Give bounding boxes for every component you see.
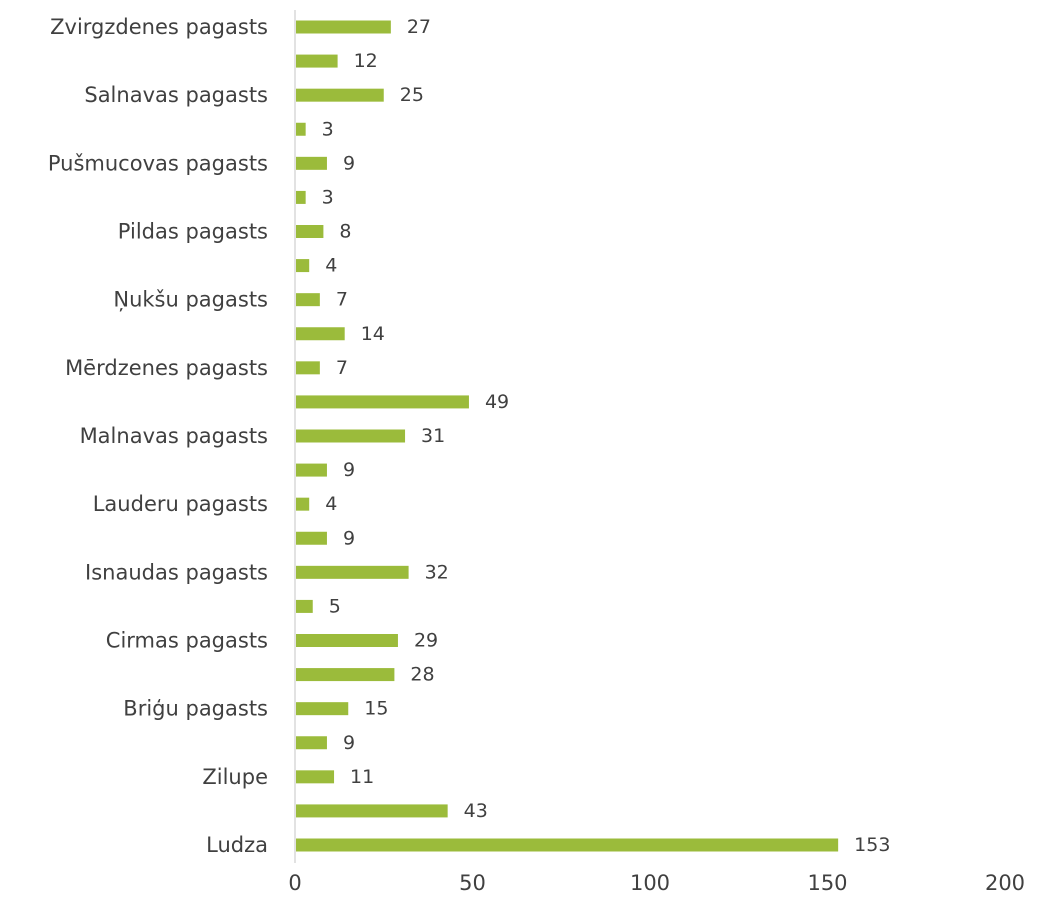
bar-value-label: 7 xyxy=(336,357,348,379)
bar xyxy=(296,634,398,647)
bar xyxy=(296,88,384,102)
x-axis-ticks: 0 50 100 150 200 xyxy=(288,871,1025,895)
bar-value-label: 9 xyxy=(343,527,355,549)
bar xyxy=(296,736,327,750)
bars-layer xyxy=(296,20,839,852)
category-label: Malnavas pagasts xyxy=(80,424,268,448)
bar xyxy=(296,122,306,136)
bar-value-label: 27 xyxy=(407,16,431,38)
bar-value-label: 12 xyxy=(354,50,378,72)
bar xyxy=(296,565,409,579)
bar xyxy=(296,20,391,34)
category-label: Zvirgzdenes pagasts xyxy=(50,15,268,39)
bar xyxy=(296,293,320,307)
x-tick-label: 200 xyxy=(985,871,1025,895)
bar xyxy=(296,599,313,613)
x-tick-label: 100 xyxy=(630,871,670,895)
category-label: Pušmucovas pagasts xyxy=(48,151,268,175)
bar xyxy=(296,54,338,68)
bar xyxy=(296,361,320,375)
bar-value-label: 32 xyxy=(425,561,449,583)
category-label: Briģu pagasts xyxy=(123,697,268,721)
bar xyxy=(296,804,448,818)
bar-value-label: 31 xyxy=(421,425,445,447)
category-label: Salnavas pagasts xyxy=(84,83,268,107)
category-label: Ņukšu pagasts xyxy=(113,288,268,312)
bar-value-label: 153 xyxy=(854,834,890,856)
bar xyxy=(296,156,327,170)
bar-value-label: 8 xyxy=(339,221,351,243)
category-label: Pildas pagasts xyxy=(118,220,268,244)
x-tick-label: 50 xyxy=(459,871,486,895)
bar-value-label: 9 xyxy=(343,732,355,754)
category-label: Zilupe xyxy=(202,765,268,789)
bar xyxy=(296,463,327,477)
bar-value-label: 43 xyxy=(464,800,488,822)
bar-value-label: 3 xyxy=(322,186,334,208)
x-tick-label: 150 xyxy=(807,871,847,895)
bar xyxy=(296,770,335,784)
bar-value-label: 9 xyxy=(343,459,355,481)
bar xyxy=(296,327,345,341)
bar-value-label: 15 xyxy=(364,698,388,720)
bar xyxy=(296,225,324,238)
category-label: Cirmas pagasts xyxy=(106,629,268,653)
bar-value-label: 7 xyxy=(336,289,348,311)
bar-value-label: 49 xyxy=(485,391,509,413)
bar xyxy=(296,395,469,409)
bar-value-label: 4 xyxy=(325,255,337,277)
bar xyxy=(296,668,395,682)
bar-value-label: 4 xyxy=(325,493,337,515)
bar xyxy=(296,190,306,204)
bar xyxy=(296,429,406,443)
category-label: Ludza xyxy=(206,833,268,857)
x-tick-label: 0 xyxy=(288,871,301,895)
bar xyxy=(296,531,327,545)
bar-value-label: 14 xyxy=(361,323,385,345)
bar-value-label: 3 xyxy=(322,118,334,140)
bar-value-label: 9 xyxy=(343,152,355,174)
bar-value-label: 25 xyxy=(400,84,424,106)
bar xyxy=(296,702,349,716)
category-label: Isnaudas pagasts xyxy=(85,560,268,584)
bar-value-label: 5 xyxy=(329,595,341,617)
bar xyxy=(296,259,310,273)
category-label: Mērdzenes pagasts xyxy=(65,356,268,380)
bar xyxy=(296,838,839,852)
bar-value-label: 28 xyxy=(410,664,434,686)
category-label: Lauderu pagasts xyxy=(93,492,268,516)
bar xyxy=(296,497,310,511)
bar-value-label: 29 xyxy=(414,630,438,652)
bar-value-label: 11 xyxy=(350,766,374,788)
